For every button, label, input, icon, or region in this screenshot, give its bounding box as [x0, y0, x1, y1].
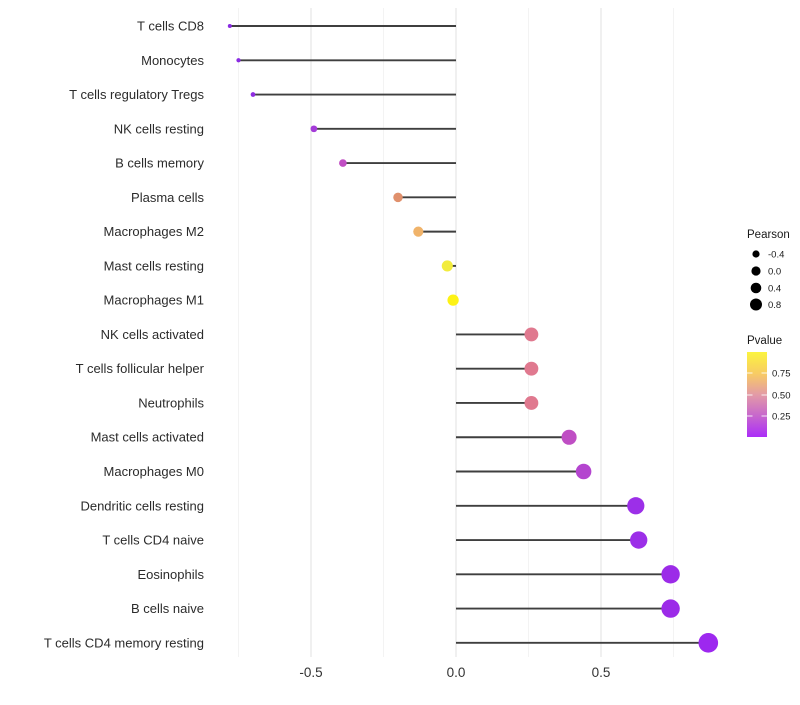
size-legend-label: 0.8: [768, 300, 781, 311]
y-axis-label: T cells CD4 naive: [102, 533, 204, 548]
y-axis-label: B cells naive: [131, 601, 204, 616]
data-point: [524, 396, 539, 410]
y-axis-label: Macrophages M0: [104, 464, 204, 479]
data-point: [250, 92, 256, 97]
y-axis-label: T cells regulatory Tregs: [69, 87, 204, 102]
data-point: [661, 565, 680, 584]
y-axis-label: B cells memory: [115, 156, 204, 171]
data-point: [630, 531, 648, 549]
size-legend-dot: [751, 266, 761, 276]
data-point: [310, 125, 318, 133]
y-axis-label: Eosinophils: [138, 567, 205, 582]
data-point: [441, 260, 453, 272]
data-point: [524, 361, 539, 376]
data-point: [561, 429, 577, 445]
y-axis-label: NK cells activated: [101, 327, 204, 342]
y-axis-label: Dendritic cells resting: [80, 498, 204, 513]
size-legend-label: -0.4: [768, 250, 784, 261]
data-point: [575, 463, 592, 480]
size-legend-dot: [750, 298, 762, 311]
y-axis-label: Plasma cells: [131, 190, 204, 205]
size-legend-label: 0.0: [768, 267, 781, 278]
y-axis-label: NK cells resting: [114, 121, 204, 136]
size-legend: Pearson -0.4 0.0 0.4 0.8: [747, 229, 790, 311]
data-point: [698, 633, 719, 653]
data-point: [339, 159, 347, 167]
size-legend-title: Pearson: [747, 229, 790, 241]
panel: T cells CD8 Monocytes T cells regulatory T…: [44, 8, 719, 680]
data-point: [661, 599, 680, 618]
size-legend-dot: [750, 282, 762, 294]
data-point: [627, 497, 645, 515]
y-axis-label: T cells follicular helper: [76, 361, 205, 376]
x-tick-label: -0.5: [299, 665, 322, 680]
color-legend-title: Pvalue: [747, 335, 782, 347]
size-legend-dot: [752, 250, 760, 258]
data-point: [236, 58, 241, 63]
y-axis-label: Mast cells activated: [91, 430, 204, 445]
y-axis-label: Macrophages M2: [104, 224, 204, 239]
color-legend: Pvalue 0.75 0.50 0.25: [747, 335, 791, 437]
data-point: [413, 226, 424, 237]
data-point: [393, 192, 403, 203]
color-legend-label: 0.50: [772, 391, 791, 402]
y-axis-label: Macrophages M1: [104, 293, 204, 308]
data-point: [447, 294, 459, 306]
size-legend-label: 0.4: [768, 284, 781, 295]
color-legend-label: 0.25: [772, 412, 791, 423]
x-tick-label: 0.0: [447, 665, 466, 680]
x-tick-label: 0.5: [592, 665, 611, 680]
y-axis-label: T cells CD8: [137, 19, 204, 34]
data-point: [524, 327, 539, 342]
y-axis-label: Mast cells resting: [104, 258, 204, 273]
color-legend-label: 0.75: [772, 369, 791, 380]
y-axis-label: Neutrophils: [138, 395, 204, 410]
data-point: [227, 24, 232, 28]
y-axis-label: Monocytes: [141, 53, 204, 68]
y-axis-label: T cells CD4 memory resting: [44, 635, 204, 650]
